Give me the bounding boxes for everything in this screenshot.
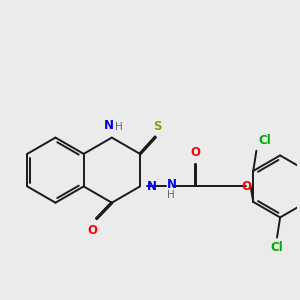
Text: H: H	[115, 122, 122, 132]
Text: N: N	[147, 180, 157, 193]
Text: Cl: Cl	[271, 241, 284, 254]
Text: N: N	[167, 178, 177, 191]
Text: N: N	[104, 119, 114, 132]
Text: O: O	[191, 146, 201, 160]
Text: S: S	[153, 120, 161, 133]
Text: O: O	[88, 224, 98, 237]
Text: H: H	[167, 190, 175, 200]
Text: O: O	[241, 180, 251, 193]
Text: Cl: Cl	[258, 134, 271, 147]
